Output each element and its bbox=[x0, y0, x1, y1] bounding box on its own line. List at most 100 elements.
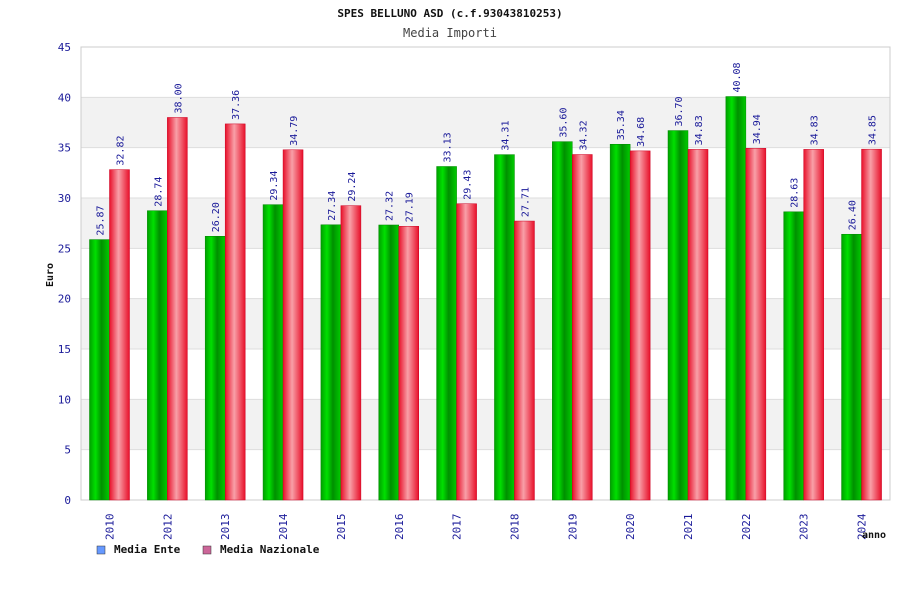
bar-media-nazionale bbox=[803, 149, 824, 501]
x-tick-label: 2013 bbox=[219, 514, 232, 541]
x-tick-label: 2021 bbox=[682, 514, 695, 541]
x-tick-label: 2014 bbox=[277, 513, 290, 540]
bar-media-ente bbox=[147, 210, 168, 501]
data-label-media-nazionale: 34.79 bbox=[289, 116, 300, 146]
data-label-media-nazionale: 34.94 bbox=[752, 114, 763, 144]
bar-media-nazionale bbox=[629, 150, 651, 501]
legend: Media Ente Media Nazionale bbox=[96, 543, 320, 556]
data-label-media-ente: 27.34 bbox=[327, 191, 338, 221]
y-tick-label: 5 bbox=[64, 444, 71, 457]
x-tick-label: 2017 bbox=[451, 514, 464, 541]
bar-media-ente bbox=[494, 154, 515, 501]
x-tick-label: 2010 bbox=[104, 514, 117, 541]
y-tick-label: 0 bbox=[64, 494, 71, 507]
data-label-media-nazionale: 34.68 bbox=[636, 117, 647, 147]
legend-swatch-media-ente bbox=[96, 545, 106, 555]
data-label-media-nazionale: 32.82 bbox=[116, 136, 127, 166]
data-label-media-ente: 26.20 bbox=[211, 202, 222, 232]
grid-band bbox=[81, 198, 890, 249]
bar-media-ente bbox=[262, 204, 284, 501]
data-label-media-nazionale: 29.24 bbox=[347, 172, 358, 202]
y-tick-label: 40 bbox=[58, 91, 71, 104]
bar-media-nazionale bbox=[572, 154, 593, 501]
data-label-media-ente: 35.34 bbox=[616, 110, 627, 140]
bar-media-ente bbox=[436, 166, 457, 501]
data-label-media-ente: 34.31 bbox=[500, 121, 511, 151]
y-axis-label: Euro bbox=[45, 263, 56, 287]
y-tick-label: 25 bbox=[58, 242, 71, 255]
grid-band bbox=[81, 449, 890, 500]
bar-media-ente bbox=[783, 211, 804, 501]
data-label-media-nazionale: 37.36 bbox=[231, 90, 242, 120]
x-tick-label: 2023 bbox=[798, 514, 811, 541]
y-tick-label: 45 bbox=[58, 41, 71, 54]
data-label-media-ente: 28.63 bbox=[790, 178, 801, 208]
y-tick-label: 10 bbox=[58, 393, 71, 406]
bar-media-ente bbox=[667, 130, 689, 501]
bar-media-nazionale bbox=[398, 226, 419, 501]
data-label-media-ente: 40.08 bbox=[732, 62, 743, 92]
bar-media-nazionale bbox=[340, 205, 362, 501]
y-axis: 0 5 10 15 20 25 30 35 40 45 bbox=[58, 41, 71, 507]
grid-band bbox=[81, 399, 890, 450]
bar-media-ente bbox=[725, 96, 747, 501]
legend-label-media-ente: Media Ente bbox=[114, 543, 181, 556]
data-label-media-nazionale: 29.43 bbox=[463, 170, 474, 200]
bar-media-nazionale bbox=[687, 149, 709, 501]
data-label-media-ente: 33.13 bbox=[443, 132, 454, 162]
x-tick-label: 2019 bbox=[566, 514, 579, 541]
bar-media-nazionale bbox=[861, 148, 882, 501]
bar-media-nazionale bbox=[745, 148, 767, 501]
bar-media-ente bbox=[89, 239, 110, 501]
bar-media-ente bbox=[378, 224, 399, 501]
bars: 25.87 32.82 28.74 38.00 26.20 37.36 29.34 34.79… bbox=[89, 62, 882, 501]
x-axis-label: anno bbox=[862, 530, 886, 541]
y-tick-label: 30 bbox=[58, 192, 71, 205]
x-tick-label: 2012 bbox=[161, 514, 174, 541]
bar-media-nazionale bbox=[224, 123, 246, 501]
plot-frame bbox=[80, 46, 891, 501]
data-label-media-nazionale: 34.85 bbox=[868, 115, 879, 145]
data-label-media-ente: 26.40 bbox=[848, 200, 859, 230]
chart-subtitle: Media Importi bbox=[403, 26, 497, 40]
y-tick-label: 20 bbox=[58, 293, 71, 306]
x-tick-label: 2024 bbox=[856, 513, 869, 540]
grid-band bbox=[81, 147, 890, 198]
bar-media-ente bbox=[320, 224, 342, 501]
data-label-media-nazionale: 34.32 bbox=[578, 120, 589, 150]
bar-media-nazionale bbox=[109, 169, 130, 501]
chart-title: SPES BELLUNO ASD (c.f.93043810253) bbox=[337, 7, 562, 20]
bar-media-nazionale bbox=[456, 203, 477, 501]
data-label-media-nazionale: 34.83 bbox=[694, 115, 705, 145]
bar-media-nazionale bbox=[282, 149, 304, 501]
data-label-media-ente: 35.60 bbox=[558, 108, 569, 138]
data-label-media-ente: 25.87 bbox=[96, 205, 107, 235]
bar-media-ente bbox=[841, 233, 862, 501]
y-tick-label: 35 bbox=[58, 142, 71, 155]
x-tick-label: 2022 bbox=[740, 514, 753, 541]
legend-swatch-media-nazionale bbox=[202, 545, 212, 555]
grid-band bbox=[81, 97, 890, 148]
bar-media-ente bbox=[552, 141, 573, 501]
data-label-media-ente: 27.32 bbox=[385, 191, 396, 221]
grid-band bbox=[81, 248, 890, 299]
bar-media-nazionale bbox=[167, 117, 188, 501]
x-tick-label: 2018 bbox=[508, 514, 521, 541]
grid-band bbox=[81, 349, 890, 400]
data-label-media-ente: 36.70 bbox=[674, 96, 685, 126]
data-label-media-nazionale: 27.71 bbox=[520, 187, 531, 217]
legend-label-media-nazionale: Media Nazionale bbox=[220, 543, 320, 556]
bar-media-ente bbox=[609, 143, 631, 501]
bar-media-nazionale bbox=[514, 220, 535, 501]
bar-media-ente bbox=[204, 236, 226, 501]
grid-band bbox=[81, 298, 890, 349]
data-label-media-ente: 29.34 bbox=[269, 171, 280, 201]
x-tick-label: 2016 bbox=[393, 514, 406, 541]
grid-bands bbox=[81, 46, 890, 501]
grid-band bbox=[81, 47, 890, 98]
x-tick-label: 2020 bbox=[624, 514, 637, 541]
x-axis: 2010 2012 2013 2014 2015 2016 2017 2018 2019 2020… bbox=[104, 513, 869, 540]
data-label-media-nazionale: 27.19 bbox=[405, 192, 416, 222]
data-label-media-nazionale: 34.83 bbox=[810, 115, 821, 145]
